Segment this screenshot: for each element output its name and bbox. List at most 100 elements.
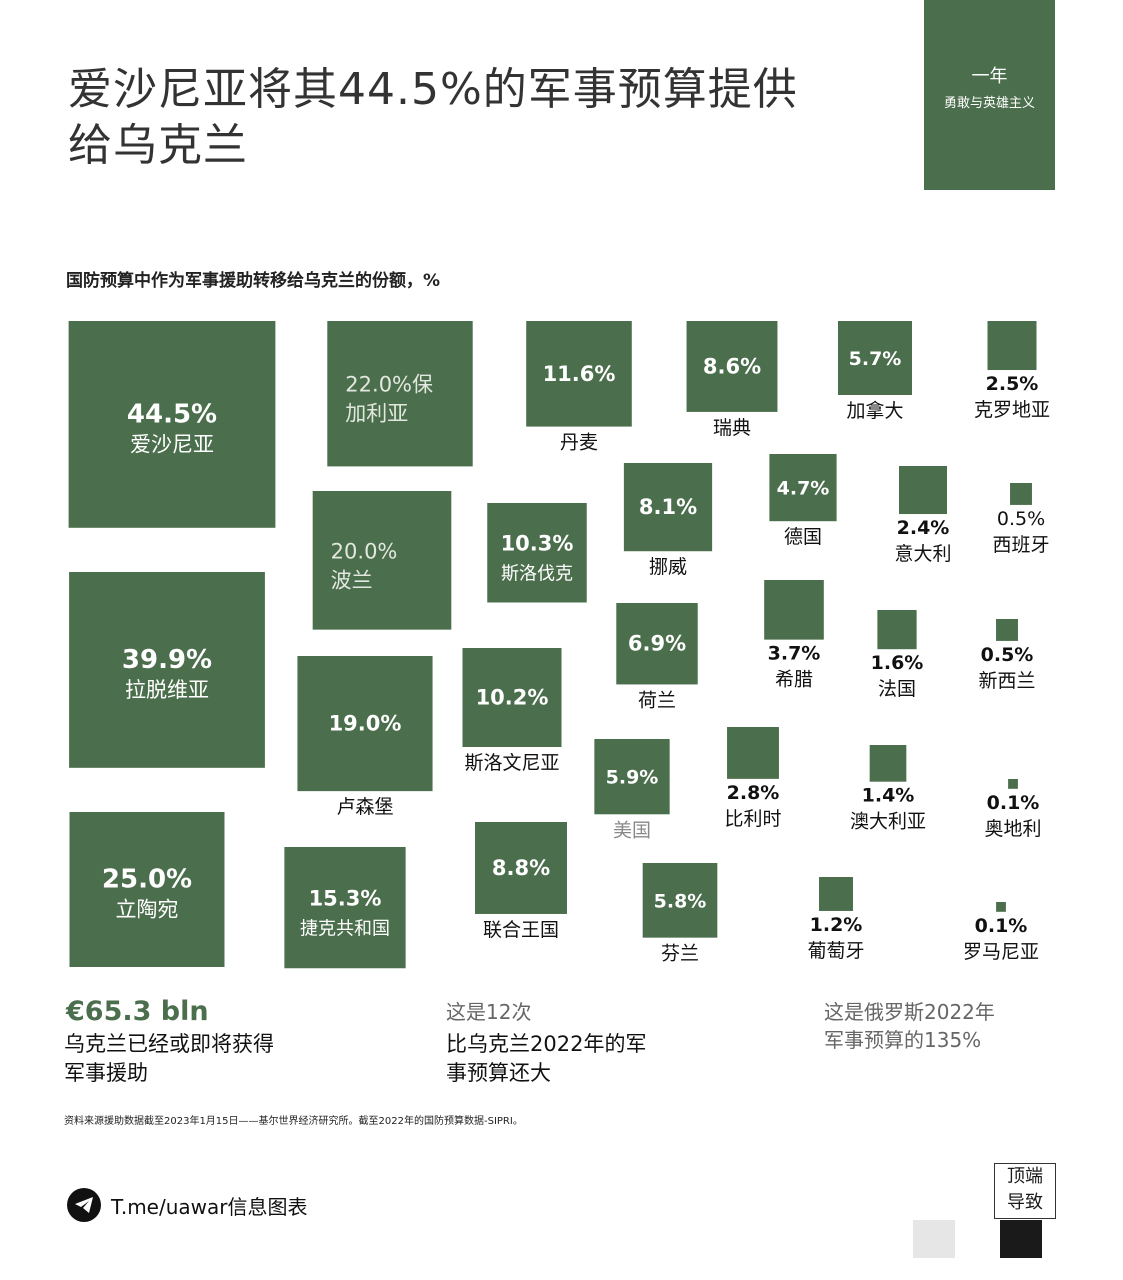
country-label: 拉脱维亚	[125, 678, 209, 702]
times-stat: 这是12次	[446, 1000, 532, 1024]
country-label: 荷兰	[638, 689, 676, 711]
country-label: 加利亚	[345, 402, 408, 426]
value-label: 19.0%	[329, 712, 402, 736]
chart-item: 10.3% 斯洛伐克	[487, 503, 587, 603]
chart-item: 2.5% 克罗地亚	[974, 321, 1050, 421]
value-label: 1.4%	[862, 785, 915, 807]
chart-item: 1.2% 葡萄牙	[807, 877, 865, 962]
country-label: 新西兰	[978, 670, 1035, 692]
value-label: 8.1%	[639, 495, 697, 519]
country-label: 丹麦	[560, 432, 598, 454]
chart-item: 15.3% 捷克共和国	[284, 847, 406, 969]
chart-item: 39.9% 拉脱维亚	[69, 572, 265, 768]
value-label: 4.7%	[777, 478, 830, 500]
chart-square	[869, 745, 907, 782]
chart-item: 11.6% 丹麦	[526, 321, 632, 454]
chart-item: 0.5% 新西兰	[978, 619, 1036, 692]
chart-square	[68, 321, 276, 528]
telegram-link[interactable]: T.me/uawar信息图表	[67, 1188, 308, 1222]
chart-item: 3.7% 希腊	[764, 580, 824, 691]
country-label: 芬兰	[661, 943, 699, 965]
country-label: 澳大利亚	[850, 811, 926, 833]
chart-item: 8.6% 瑞典	[686, 321, 778, 439]
chart-square	[327, 321, 473, 467]
value-label: 0.1%	[987, 792, 1040, 814]
country-label: 德国	[784, 526, 822, 548]
country-label: 加拿大	[846, 399, 903, 422]
country-label: 挪威	[649, 556, 687, 578]
chart-square	[898, 466, 948, 515]
value-label: 0.5%	[981, 644, 1034, 666]
chart-item: 10.2% 斯洛文尼亚	[462, 648, 562, 774]
value-label: 8.6%	[703, 354, 761, 378]
country-label: 法国	[878, 678, 916, 700]
badge-line1: 一年	[971, 66, 1008, 87]
chart-square	[487, 503, 587, 603]
chart-square	[642, 863, 718, 938]
chart-square	[1008, 779, 1018, 789]
value-label: 1.2%	[810, 914, 863, 936]
country-label: 联合王国	[483, 919, 559, 941]
value-label: 2.5%	[986, 373, 1039, 395]
value-label: 39.9%	[122, 645, 212, 675]
country-label: 瑞典	[713, 417, 751, 439]
page-title: 爱沙尼亚将其44.5%的军事预算提供给乌克兰	[68, 64, 798, 171]
dark-square	[1000, 1220, 1042, 1258]
value-label: 10.3%	[501, 532, 574, 556]
value-label: 1.6%	[871, 652, 924, 674]
value-label: 44.5%	[127, 399, 217, 429]
chart-item: 5.7% 加拿大	[837, 321, 913, 422]
chart-item: 1.4% 澳大利亚	[850, 745, 926, 833]
chart-item: 2.8% 比利时	[724, 727, 782, 830]
country-label: 希腊	[775, 669, 813, 691]
chart-square	[312, 491, 452, 630]
chart-square	[764, 580, 824, 640]
telegram-icon	[67, 1188, 101, 1222]
chart-item: 2.4% 意大利	[894, 466, 952, 565]
chart-square	[819, 877, 853, 911]
chart-item: 5.9% 美国	[594, 739, 670, 841]
top-button-line1: 顶端	[1007, 1166, 1043, 1187]
russia-stat-1: 这是俄罗斯2022年	[824, 1000, 995, 1024]
value-label: 11.6%	[543, 362, 616, 386]
chart-item: 0.5% 西班牙	[992, 483, 1050, 556]
chart-square	[996, 619, 1018, 641]
chart-square	[837, 321, 913, 396]
chart-subtitle: 国防预算中作为军事援助转移给乌克兰的份额，%	[66, 271, 441, 291]
country-label: 奥地利	[984, 818, 1041, 840]
country-label: 葡萄牙	[807, 940, 864, 962]
chart-item: 5.8% 芬兰	[642, 863, 718, 965]
aid-amount: €65.3 bln	[66, 996, 209, 1027]
country-label: 捷克共和国	[300, 919, 390, 940]
chart-item: 1.6% 法国	[871, 610, 924, 700]
chart-item: 6.9% 荷兰	[616, 603, 698, 711]
chart-item: 0.1% 罗马尼亚	[963, 902, 1039, 963]
chart-item: 8.8% 联合王国	[475, 822, 567, 941]
chart-square	[623, 463, 713, 552]
chart-square	[987, 321, 1037, 371]
badge-line2: 勇敢与英雄主义	[943, 96, 1035, 111]
times-desc-1: 比乌克兰2022年的军	[446, 1032, 647, 1056]
source-note: 资料来源援助数据截至2023年1月15日——基尔世界经济研究所。截至2022年的…	[64, 1116, 523, 1127]
value-label: 25.0%	[102, 865, 192, 895]
russia-stat-2: 军事预算的135%	[824, 1028, 982, 1052]
country-label: 斯洛文尼亚	[464, 752, 559, 774]
chart-item: 25.0% 立陶宛	[69, 812, 225, 967]
chart-square	[769, 454, 837, 522]
country-label: 西班牙	[992, 534, 1049, 556]
chart-square	[996, 902, 1006, 912]
value-label: 6.9%	[628, 632, 686, 656]
aid-amount-desc-1: 乌克兰已经或即将获得	[64, 1032, 274, 1056]
value-label: 0.1%	[975, 915, 1028, 937]
back-to-top-button[interactable]: 顶端 导致	[994, 1163, 1056, 1219]
country-label: 克罗地亚	[974, 399, 1050, 421]
chart-square	[475, 822, 567, 914]
value-label: 5.7%	[849, 348, 902, 370]
country-label: 意大利	[894, 543, 951, 565]
chart-square	[594, 739, 670, 815]
value-label: 3.7%	[768, 643, 821, 665]
chart-square	[526, 321, 632, 427]
chart-square	[69, 812, 225, 967]
country-label: 立陶宛	[116, 898, 179, 922]
